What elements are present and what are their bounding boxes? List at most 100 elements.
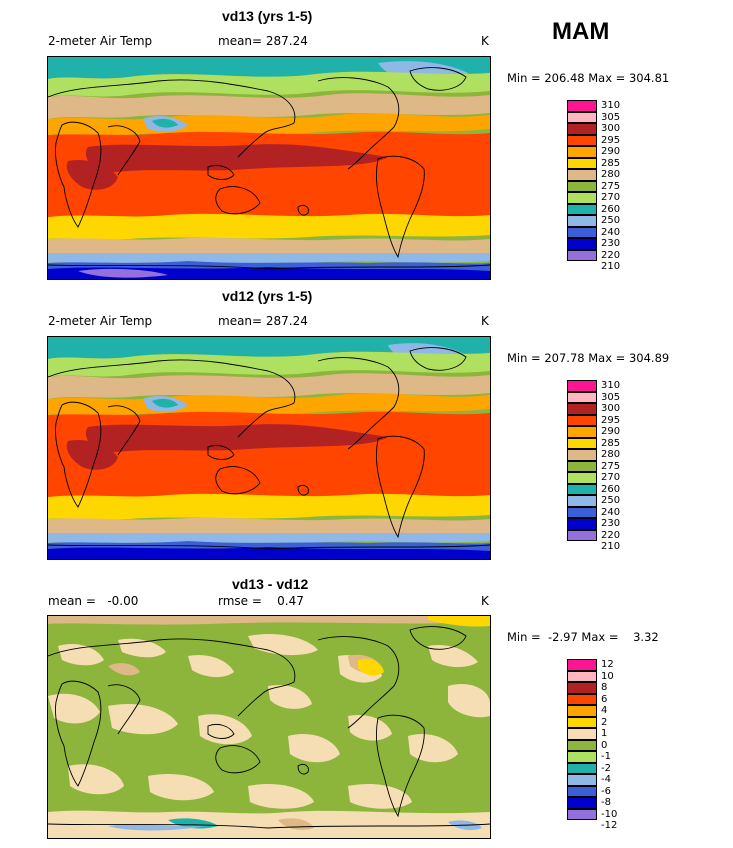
legend-swatch <box>567 472 597 484</box>
legend-swatch <box>567 751 597 763</box>
legend-label: 250 <box>601 495 621 506</box>
legend-label: 275 <box>601 180 621 192</box>
legend-swatch <box>567 403 597 415</box>
legend-label: 1 <box>601 728 608 739</box>
season-label: MAM <box>552 18 610 45</box>
min-max-label: Min = 206.48 Max = 304.81 <box>507 71 670 85</box>
legend-label: 250 <box>601 215 621 226</box>
legend-swatch <box>567 180 597 192</box>
min-max-label: Min = 207.78 Max = 304.89 <box>507 351 670 365</box>
legend-swatch <box>567 111 597 123</box>
legend-label: 285 <box>601 157 621 169</box>
legend-label: 310 <box>601 100 621 111</box>
panel-title: vd12 (yrs 1-5) <box>222 288 313 304</box>
legend-swatch <box>567 203 597 215</box>
mean-label: mean= 287.24 <box>218 34 308 48</box>
unit-label: K <box>481 34 489 48</box>
legend-label: 260 <box>601 203 621 215</box>
legend-swatch <box>567 774 597 786</box>
legend-label: 8 <box>601 682 608 693</box>
legend-swatch <box>567 426 597 438</box>
legend-label: -12 <box>601 820 618 831</box>
variable-label: 2-meter Air Temp <box>48 34 153 48</box>
legend-swatch <box>567 659 597 671</box>
legend-swatch <box>567 437 597 449</box>
legend-label: 6 <box>601 693 608 705</box>
legend-swatch <box>567 192 597 204</box>
legend-label: 210 <box>601 541 621 552</box>
legend-label: 290 <box>601 426 621 437</box>
legend-swatch <box>567 495 597 507</box>
legend-label: 230 <box>601 518 621 529</box>
legend-label: -1 <box>601 751 611 762</box>
legend-label: 220 <box>601 529 621 541</box>
legend-swatch <box>567 716 597 728</box>
legend-swatch <box>567 808 597 820</box>
panel-title: vd13 (yrs 1-5) <box>222 8 313 24</box>
legend-label: 270 <box>601 472 621 483</box>
legend-swatch <box>567 693 597 705</box>
color-legend: 310 305 300 295 290 285 280 275 270 260 250 240 230 2… <box>567 380 627 552</box>
legend-label: 280 <box>601 169 621 180</box>
rmse-label: rmse = 0.47 <box>218 594 304 608</box>
legend-label: 220 <box>601 249 621 261</box>
legend-swatch <box>567 380 597 392</box>
color-legend: 310 305 300 295 290 285 280 275 270 260 250 240 230 2… <box>567 100 627 272</box>
legend-swatch <box>567 797 597 809</box>
temperature-map <box>47 56 491 280</box>
legend-label: 305 <box>601 111 621 123</box>
legend-swatch <box>567 134 597 146</box>
legend-label: 300 <box>601 123 621 134</box>
legend-label: 240 <box>601 506 621 518</box>
legend-swatch <box>567 506 597 518</box>
legend-swatch <box>567 518 597 530</box>
legend-label: 280 <box>601 449 621 460</box>
legend-label: 12 <box>601 659 614 670</box>
legend-label: 230 <box>601 238 621 249</box>
legend-label: 285 <box>601 437 621 449</box>
legend-swatch <box>567 157 597 169</box>
legend-label: 10 <box>601 670 614 682</box>
unit-label: K <box>481 594 489 608</box>
legend-swatch <box>567 100 597 112</box>
legend-swatch <box>567 215 597 227</box>
mean-label: mean= 287.24 <box>218 314 308 328</box>
mean-label: mean = -0.00 <box>48 594 139 608</box>
legend-label: 290 <box>601 146 621 157</box>
legend-swatch <box>567 682 597 694</box>
legend-label: -10 <box>601 808 618 820</box>
legend-swatch <box>567 449 597 461</box>
difference-map <box>47 615 491 839</box>
legend-label: -6 <box>601 785 611 797</box>
legend-swatch <box>567 238 597 250</box>
legend-label: 0 <box>601 739 608 751</box>
legend-swatch <box>567 705 597 717</box>
legend-swatch <box>567 670 597 682</box>
legend-swatch <box>567 414 597 426</box>
legend-label: 260 <box>601 483 621 495</box>
legend-swatch <box>567 249 597 261</box>
legend-label: 275 <box>601 460 621 472</box>
legend-swatch <box>567 226 597 238</box>
legend-label: 240 <box>601 226 621 238</box>
legend-swatch <box>567 529 597 541</box>
temperature-map <box>47 336 491 560</box>
legend-label: 300 <box>601 403 621 414</box>
legend-swatch <box>567 483 597 495</box>
legend-swatch <box>567 460 597 472</box>
legend-swatch <box>567 739 597 751</box>
legend-label: -8 <box>601 797 611 808</box>
legend-swatch <box>567 391 597 403</box>
color-legend: 12 10 8 6 4 2 1 0 -1 -2 -4 -6 -8 -10 -12 <box>567 659 627 831</box>
legend-swatch <box>567 762 597 774</box>
legend-label: 310 <box>601 380 621 391</box>
legend-label: -4 <box>601 774 611 785</box>
panel-title: vd13 - vd12 <box>232 576 309 592</box>
min-max-label: Min = -2.97 Max = 3.32 <box>507 630 659 644</box>
legend-label: -2 <box>601 762 611 774</box>
legend-label: 295 <box>601 134 621 146</box>
legend-swatch <box>567 728 597 740</box>
legend-swatch <box>567 146 597 158</box>
legend-label: 295 <box>601 414 621 426</box>
variable-label: 2-meter Air Temp <box>48 314 153 328</box>
